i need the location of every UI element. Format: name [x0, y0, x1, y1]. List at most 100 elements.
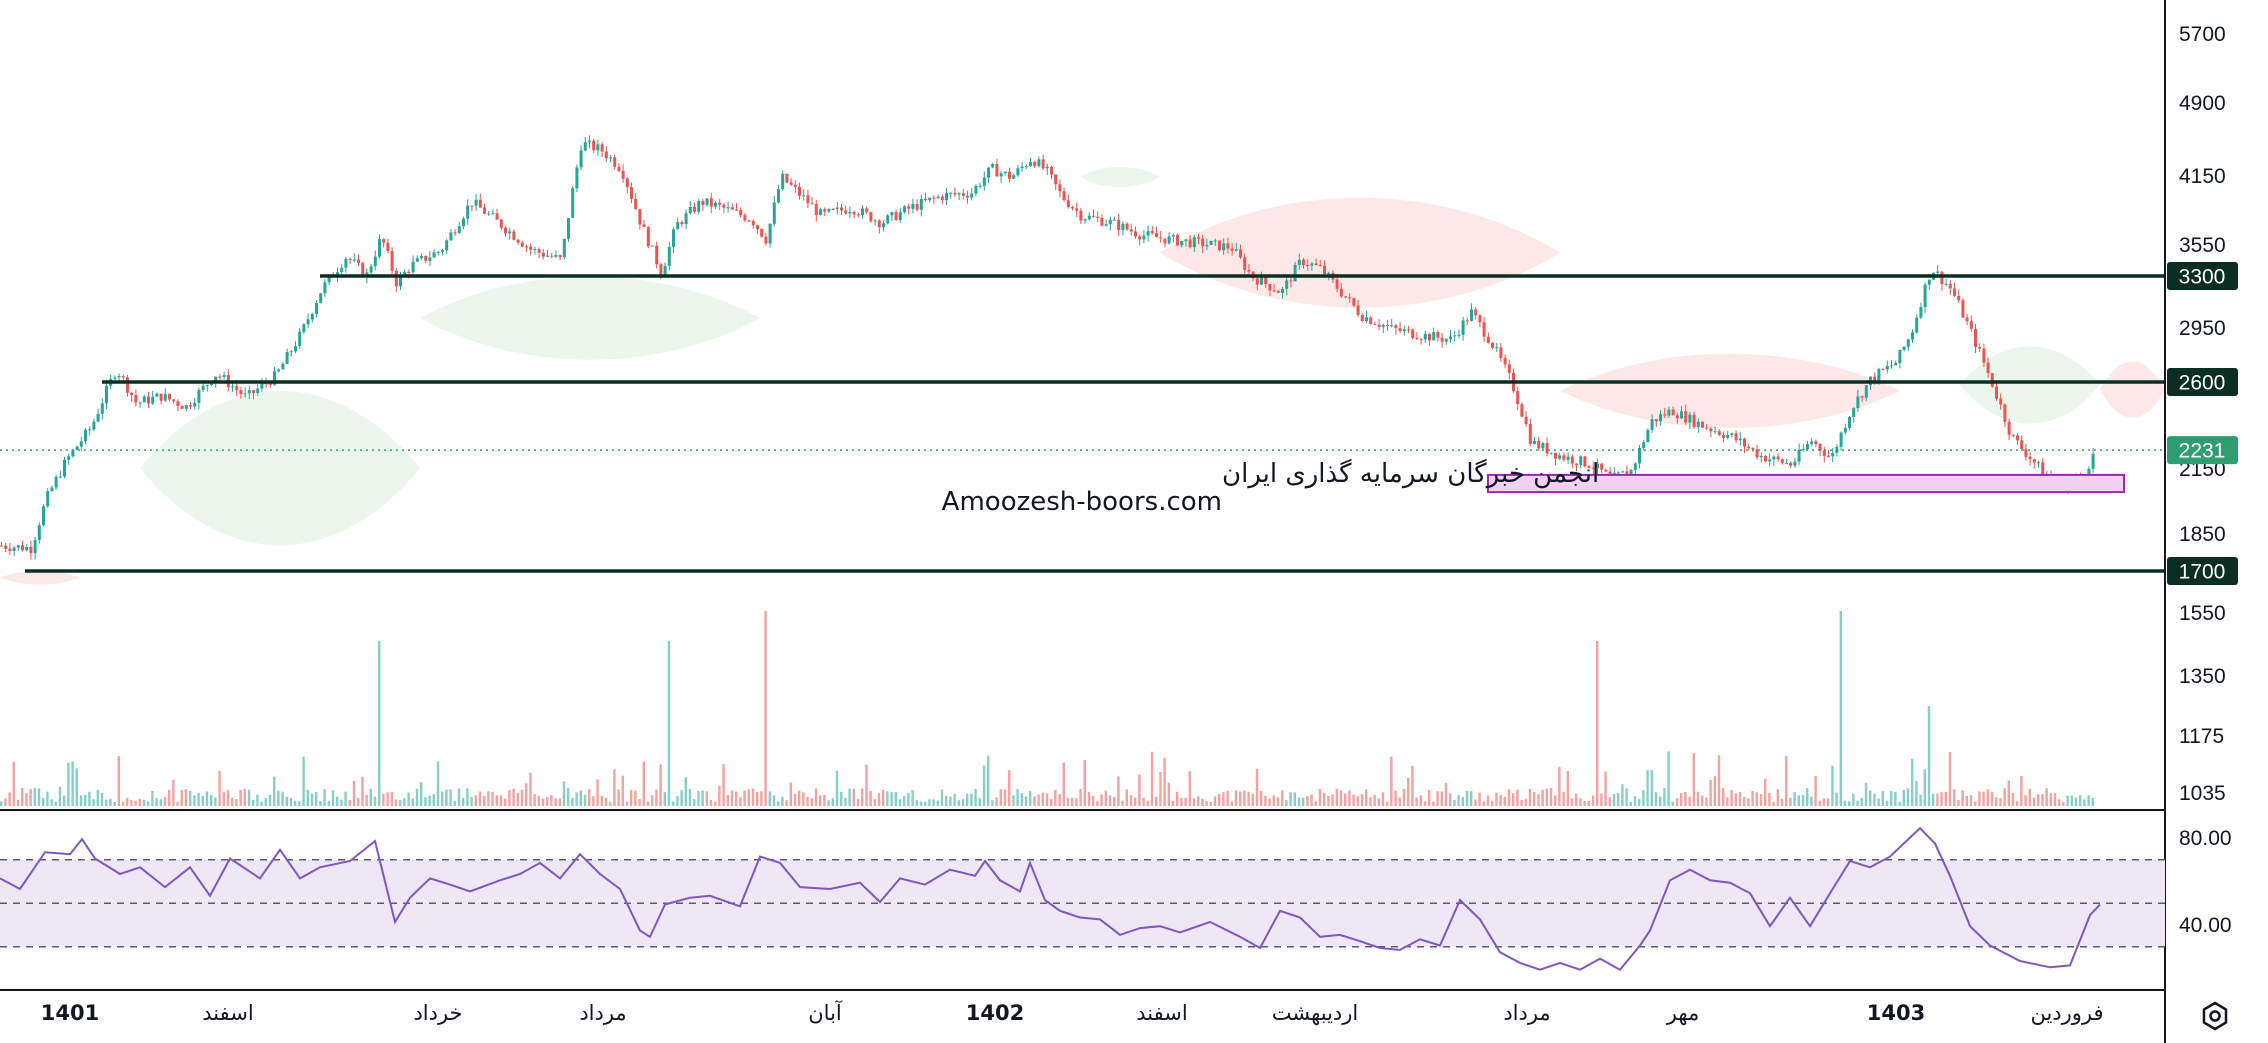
volume-bar [646, 801, 650, 806]
candle-body [1659, 414, 1662, 422]
candle-body [327, 274, 331, 283]
candle-body [1369, 317, 1373, 324]
volume-bar [978, 798, 981, 806]
level-badge-1700 [2167, 557, 2238, 585]
volume-bar [529, 772, 532, 806]
candle-body [96, 413, 100, 422]
volume-bar [1218, 794, 1221, 806]
candle-body [718, 202, 722, 205]
volume-bar [1024, 796, 1028, 806]
candle-body [709, 198, 713, 207]
candle-body [835, 207, 839, 210]
volume-bar [567, 788, 570, 806]
volume-bar [327, 800, 330, 806]
candle-body [1171, 234, 1175, 237]
candle-body [1621, 471, 1625, 473]
volume-bar [1100, 794, 1103, 806]
candle-body [462, 218, 465, 227]
volume-bar [1033, 796, 1036, 806]
candle-body [1335, 279, 1339, 289]
volume-bar [1906, 788, 1910, 806]
candle-body [1281, 288, 1284, 293]
volume-bar [672, 801, 675, 806]
candle-body [642, 224, 646, 228]
volume-bar [1654, 792, 1658, 806]
volume-bar [991, 800, 994, 806]
candle-body [1629, 469, 1633, 476]
candle-body [1482, 322, 1486, 337]
candle-body [390, 251, 394, 271]
volume-bar [306, 789, 309, 806]
candle-body [1419, 339, 1423, 341]
volume-bar [2053, 793, 2057, 806]
volume-bar [1512, 793, 1515, 806]
candle-body [1764, 455, 1767, 462]
volume-bar [315, 791, 318, 806]
volume-bar [1575, 793, 1578, 806]
volume-bar [302, 756, 305, 806]
candle-body [861, 208, 864, 216]
volume-bar [1583, 801, 1586, 806]
volume-bar [1453, 800, 1456, 806]
candle-body [1638, 448, 1641, 464]
candle-body [399, 275, 402, 287]
volume-bar [856, 798, 860, 806]
candle-body [1617, 472, 1620, 474]
volume-bar [1012, 795, 1015, 806]
candle-body [1407, 329, 1410, 331]
volume-bar [197, 792, 200, 806]
volume-bar [1449, 793, 1452, 806]
volume-bar [1936, 793, 1939, 806]
candle-body [1671, 409, 1675, 416]
volume-bar [693, 799, 696, 806]
candle-body [739, 210, 743, 216]
volume-bar [1562, 792, 1565, 806]
candle-body [2032, 459, 2036, 463]
volume-bar [180, 790, 183, 806]
candle-body [1066, 200, 1070, 208]
candle-body [1663, 414, 1667, 416]
candle-body [1726, 435, 1730, 438]
volume-bar [289, 797, 293, 806]
volume-bar [2032, 797, 2036, 806]
volume-bar [1386, 801, 1389, 806]
candle-body [772, 202, 776, 224]
volume-bar [1974, 801, 1977, 806]
volume-bar [411, 798, 414, 806]
chart-settings-icon[interactable] [2202, 1001, 2228, 1031]
candle-body [1579, 456, 1583, 466]
volume-bar [1285, 799, 1288, 806]
volume-bar [1726, 797, 1729, 806]
candle-body [1381, 325, 1385, 327]
volume-bar [348, 800, 351, 806]
volume-bar [819, 795, 822, 806]
volume-bar [84, 794, 87, 806]
volume-bar [126, 797, 129, 806]
volume-bar [1961, 790, 1964, 806]
volume-bar [1499, 795, 1502, 806]
candle-body [890, 212, 894, 216]
volume-bar [915, 799, 918, 806]
candle-body [1062, 191, 1066, 201]
volume-bar [2028, 788, 2031, 806]
candle-body [478, 199, 482, 208]
volume-bar [75, 768, 78, 806]
volume-bar [1570, 798, 1574, 806]
candle-body [1520, 404, 1524, 417]
volume-bar [487, 791, 490, 806]
candle-body [1801, 449, 1805, 451]
candle-body [953, 192, 957, 195]
volume-bar [592, 796, 595, 806]
candle-body [1289, 280, 1293, 282]
volume-bar [1247, 791, 1250, 806]
volume-bar [1096, 801, 1099, 806]
candle-body [1990, 373, 1994, 387]
volume-bar [600, 795, 603, 806]
volume-bar [222, 792, 225, 806]
candle-body [21, 545, 24, 551]
volume-bar [588, 789, 591, 806]
candle-body [100, 403, 104, 414]
candle-body [852, 211, 856, 215]
candle-body [856, 214, 860, 216]
